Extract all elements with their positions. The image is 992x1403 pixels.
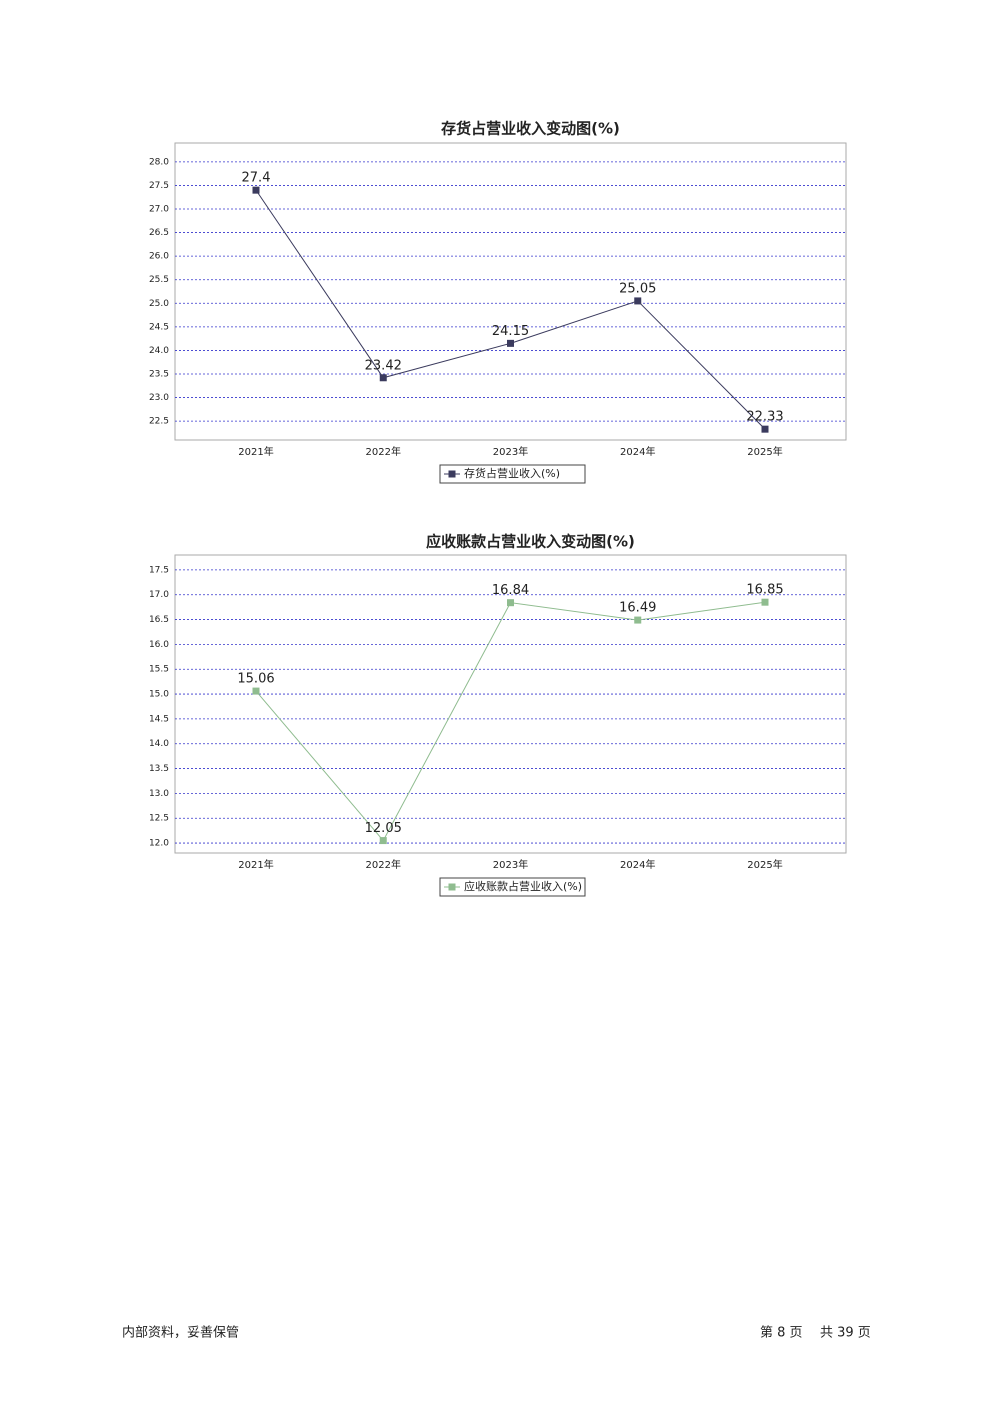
y-tick-label: 12.0 bbox=[149, 839, 169, 849]
y-tick-label: 16.5 bbox=[149, 615, 169, 625]
y-tick-label: 24.5 bbox=[149, 322, 169, 332]
x-tick-label: 2023年 bbox=[493, 445, 528, 458]
legend-label: 应收账款占营业收入(%) bbox=[464, 879, 582, 893]
x-tick-label: 2021年 bbox=[238, 858, 273, 871]
point bbox=[252, 186, 260, 194]
data-label: 27.4 bbox=[242, 171, 271, 186]
x-tick-label: 2024年 bbox=[620, 858, 655, 871]
y-tick-label: 23.5 bbox=[149, 370, 169, 380]
y-tick-label: 27.0 bbox=[149, 205, 169, 215]
data-label: 16.84 bbox=[492, 583, 529, 598]
data-label: 16.85 bbox=[746, 583, 783, 598]
data-label: 15.06 bbox=[237, 672, 274, 687]
x-tick-label: 2021年 bbox=[238, 445, 273, 458]
legend-marker bbox=[448, 470, 456, 478]
point bbox=[507, 599, 514, 607]
y-tick-label: 22.5 bbox=[149, 417, 169, 427]
y-tick-label: 13.5 bbox=[149, 764, 169, 774]
y-tick-label: 24.0 bbox=[149, 346, 169, 356]
point bbox=[507, 339, 514, 347]
legend-box bbox=[439, 877, 586, 897]
chart-title: 应收账款占营业收入变动图(%) bbox=[426, 533, 635, 551]
data-label: 25.05 bbox=[619, 281, 656, 296]
point bbox=[761, 598, 769, 606]
data-label: 23.42 bbox=[365, 358, 402, 373]
chart-title: 存货占营业收入变动图(%) bbox=[441, 120, 620, 138]
footer-left: 内部资料，妥善保管 bbox=[122, 1325, 239, 1341]
y-tick-label: 15.5 bbox=[149, 665, 169, 675]
y-tick-label: 26.5 bbox=[149, 228, 169, 238]
y-tick-label: 28.0 bbox=[149, 157, 169, 167]
x-tick-label: 2024年 bbox=[620, 445, 655, 458]
legend-box bbox=[439, 464, 586, 484]
x-tick-label: 2022年 bbox=[366, 858, 401, 871]
x-tick-label: 2025年 bbox=[747, 445, 782, 458]
y-tick-label: 14.0 bbox=[149, 739, 169, 749]
x-tick-label: 2025年 bbox=[747, 858, 782, 871]
y-tick-label: 17.0 bbox=[149, 590, 169, 600]
y-tick-label: 14.5 bbox=[149, 714, 169, 724]
point bbox=[252, 687, 260, 695]
data-label: 12.05 bbox=[365, 821, 402, 836]
y-tick-label: 16.0 bbox=[149, 640, 169, 650]
legend-marker bbox=[448, 883, 456, 891]
point bbox=[634, 297, 642, 305]
y-tick-label: 13.0 bbox=[149, 789, 169, 799]
data-label: 22.33 bbox=[746, 410, 783, 425]
y-tick-label: 25.0 bbox=[149, 299, 169, 309]
point bbox=[634, 616, 642, 624]
x-tick-label: 2022年 bbox=[366, 445, 401, 458]
y-tick-label: 12.5 bbox=[149, 814, 169, 824]
data-label: 24.15 bbox=[492, 324, 529, 339]
y-tick-label: 27.5 bbox=[149, 181, 169, 191]
y-tick-label: 26.0 bbox=[149, 252, 169, 262]
y-tick-label: 25.5 bbox=[149, 275, 169, 285]
footer-page: 第 8 页 bbox=[760, 1326, 803, 1341]
y-tick-label: 17.5 bbox=[149, 565, 169, 575]
y-tick-label: 15.0 bbox=[149, 690, 169, 700]
point bbox=[379, 837, 387, 845]
data-label: 16.49 bbox=[619, 601, 656, 616]
x-tick-label: 2023年 bbox=[493, 858, 528, 871]
y-tick-label: 23.0 bbox=[149, 393, 169, 403]
footer-total: 共 39 页 bbox=[820, 1326, 871, 1341]
point bbox=[761, 425, 769, 433]
point bbox=[379, 374, 387, 382]
plot-area bbox=[174, 142, 847, 441]
legend-label: 存货占营业收入(%) bbox=[464, 466, 560, 480]
